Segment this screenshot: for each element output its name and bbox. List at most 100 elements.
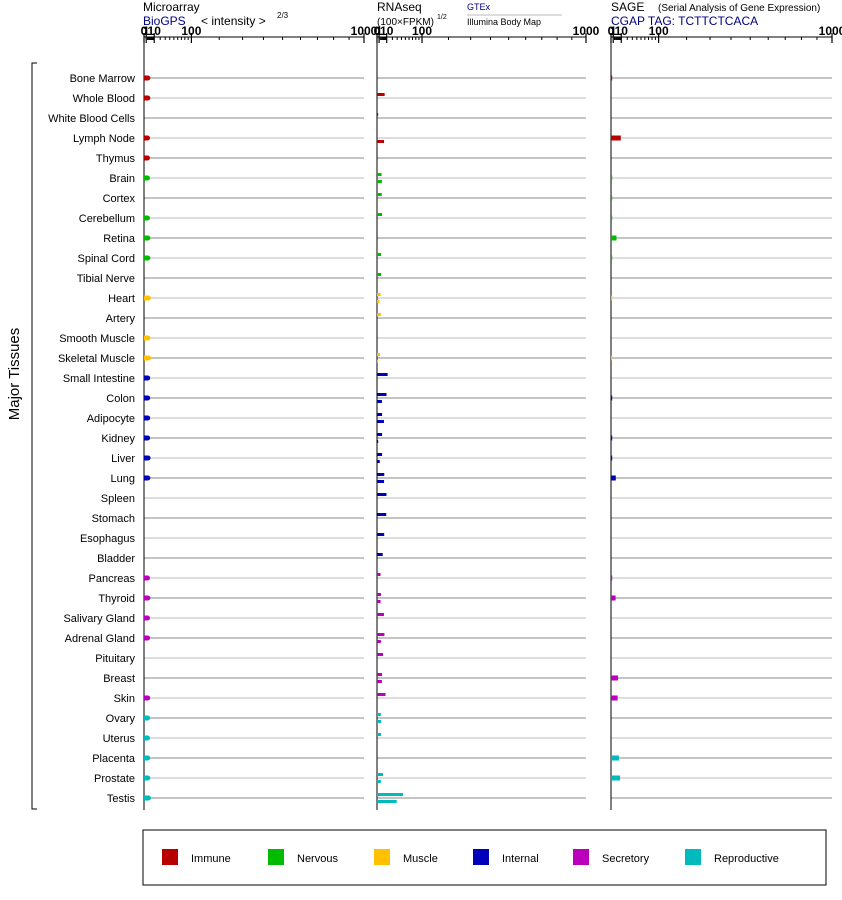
microarray-scale-label: < intensity > xyxy=(201,14,266,28)
legend-swatch xyxy=(374,849,390,865)
tissue-label: Small Intestine xyxy=(63,373,135,385)
rnaseq-bar xyxy=(377,180,382,183)
rnaseq-bar xyxy=(377,793,404,796)
x-tick-label: 1000 xyxy=(573,24,600,38)
sage-bar xyxy=(611,175,613,181)
microarray-bar-cap xyxy=(144,215,150,221)
tissue-label: Breast xyxy=(103,673,135,685)
microarray-bar-cap xyxy=(145,455,151,461)
microarray-bar-cap xyxy=(145,395,151,401)
tissue-label: Adrenal Gland xyxy=(65,633,135,645)
x-tick-label: 1 xyxy=(376,24,383,38)
tissue-label: Lymph Node xyxy=(73,133,135,145)
x-tick-label: 1 xyxy=(610,24,617,38)
legend-swatch xyxy=(573,849,589,865)
rnaseq-bar xyxy=(377,473,385,476)
rnaseq-bar xyxy=(377,600,381,603)
tissue-label: Liver xyxy=(111,453,135,465)
rnaseq-bar xyxy=(377,680,382,683)
microarray-bar-cap xyxy=(145,595,151,601)
microarray-bar-cap xyxy=(145,335,151,341)
tissue-label: Bladder xyxy=(97,553,135,565)
tissue-label: Kidney xyxy=(101,433,135,445)
sage-bar xyxy=(611,675,619,681)
x-tick-label: 10 xyxy=(615,24,629,38)
axes: 011010010000110100100001101001000 xyxy=(141,24,842,810)
microarray-scale-exponent: 2/3 xyxy=(277,11,289,20)
sage-bar xyxy=(611,395,613,401)
sage-bar xyxy=(611,295,613,301)
microarray-bar-cap xyxy=(145,755,151,761)
rnaseq-bar xyxy=(377,113,379,116)
microarray-bar-cap xyxy=(145,75,151,81)
rnaseq-bar xyxy=(377,213,382,216)
x-tick-label: 0 xyxy=(374,24,381,38)
microarray-bar-cap xyxy=(144,615,150,621)
rnaseq-bar xyxy=(377,713,381,716)
rnaseq-unit: (100×FPKM) xyxy=(377,17,434,28)
rnaseq-bar xyxy=(377,413,383,416)
tissue-group-label: Major Tissues xyxy=(6,328,23,421)
x-tick-label: 1000 xyxy=(351,24,378,38)
x-tick-label: 100 xyxy=(649,24,669,38)
x-tick-label: 100 xyxy=(181,24,201,38)
microarray-bar-cap xyxy=(144,135,150,141)
microarray-bar-cap xyxy=(144,575,150,581)
microarray-bar-cap xyxy=(145,295,151,301)
expression-bars xyxy=(144,75,621,803)
sage-bar xyxy=(611,135,621,141)
legend-label: Immune xyxy=(191,853,231,865)
rnaseq-bar xyxy=(377,173,382,176)
tissue-label: Cerebellum xyxy=(79,213,135,225)
microarray-bar-cap xyxy=(145,95,151,101)
x-tick-label: 100 xyxy=(412,24,432,38)
rnaseq-bar xyxy=(377,293,381,296)
tissue-label: Whole Blood xyxy=(73,93,135,105)
row-gridlines xyxy=(144,77,832,799)
rnaseq-bar xyxy=(377,433,383,436)
tissue-label: Esophagus xyxy=(80,533,136,545)
microarray-bar-cap xyxy=(145,355,151,361)
legend-label: Secretory xyxy=(602,853,650,865)
sage-bar xyxy=(611,775,621,781)
microarray-bar-cap xyxy=(144,175,150,181)
tissue-label: Lung xyxy=(111,473,135,485)
tissue-label: Artery xyxy=(106,313,136,325)
sage-bar xyxy=(611,435,613,441)
sage-tag: CGAP TAG: TCTTCTCACA xyxy=(611,14,758,28)
sage-bar xyxy=(611,455,613,461)
rnaseq-bar xyxy=(377,733,381,736)
legend-label: Internal xyxy=(502,853,539,865)
x-tick-label: 0 xyxy=(608,24,615,38)
rnaseq-bar xyxy=(377,440,379,443)
tissue-label: Heart xyxy=(108,293,135,305)
microarray-bar-cap xyxy=(145,255,151,261)
tissue-label: Skin xyxy=(114,693,135,705)
tissue-labels: Bone Marrow Whole Blood White Blood Cells L… xyxy=(48,73,136,805)
legend-swatch xyxy=(162,849,178,865)
rnaseq-bar xyxy=(377,360,379,363)
rnaseq-bar xyxy=(377,253,382,256)
tissue-label: Retina xyxy=(103,233,136,245)
rnaseq-bar xyxy=(377,533,385,536)
rnaseq-bar xyxy=(377,453,383,456)
tissue-label: Spinal Cord xyxy=(78,253,135,265)
rnaseq-bar xyxy=(377,480,385,483)
sage-bar xyxy=(611,475,616,481)
tissue-label: Smooth Muscle xyxy=(59,333,135,345)
microarray-bar-cap xyxy=(145,375,151,381)
tissue-label: Prostate xyxy=(94,773,135,785)
microarray-bar-cap xyxy=(144,735,150,741)
tissue-label: Thymus xyxy=(96,153,136,165)
microarray-bar-cap xyxy=(145,415,151,421)
microarray-bar-cap xyxy=(145,775,151,781)
x-tick-label: 10 xyxy=(380,24,394,38)
rnaseq-bar xyxy=(377,420,384,423)
microarray-title: Microarray xyxy=(143,0,200,14)
rnaseq-title: RNAseq xyxy=(377,0,422,14)
sage-bar xyxy=(611,355,613,361)
rnaseq-bar xyxy=(377,513,387,516)
x-tick-label: 0 xyxy=(141,24,148,38)
tissue-label: Tibial Nerve xyxy=(77,273,135,285)
sage-bar xyxy=(611,695,618,701)
